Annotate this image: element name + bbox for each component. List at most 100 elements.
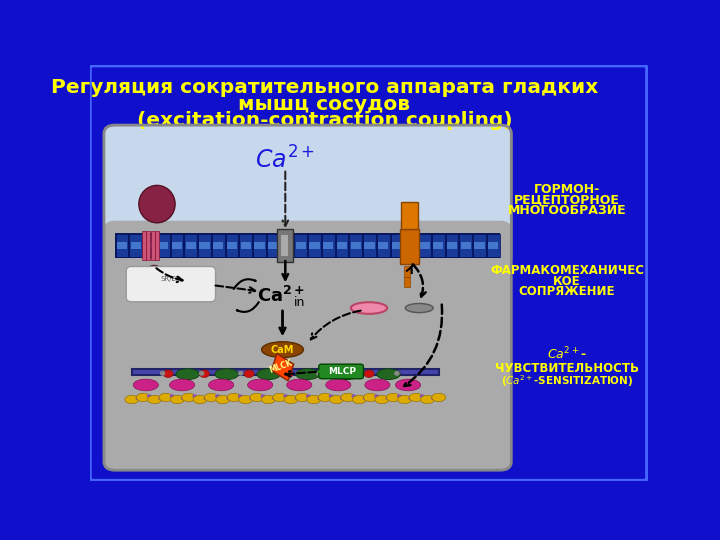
Bar bbox=[158, 241, 168, 249]
Bar bbox=[404, 277, 410, 287]
Bar bbox=[277, 229, 292, 262]
Bar bbox=[351, 241, 361, 249]
Bar bbox=[322, 234, 335, 258]
Ellipse shape bbox=[250, 393, 264, 402]
Bar bbox=[227, 241, 237, 249]
Bar bbox=[433, 241, 444, 249]
Bar bbox=[240, 241, 251, 249]
Text: ГОРМОН-: ГОРМОН- bbox=[534, 183, 600, 196]
Bar bbox=[253, 234, 266, 258]
Bar bbox=[186, 241, 196, 249]
Ellipse shape bbox=[335, 369, 359, 380]
Ellipse shape bbox=[160, 371, 166, 376]
Ellipse shape bbox=[283, 394, 288, 398]
Bar bbox=[143, 234, 156, 258]
Bar bbox=[294, 234, 307, 258]
Bar bbox=[400, 229, 419, 265]
Ellipse shape bbox=[147, 394, 152, 398]
Ellipse shape bbox=[316, 371, 322, 376]
Ellipse shape bbox=[395, 379, 420, 391]
Ellipse shape bbox=[215, 394, 220, 398]
Bar bbox=[225, 234, 238, 258]
Ellipse shape bbox=[364, 370, 374, 377]
Ellipse shape bbox=[364, 393, 377, 402]
Ellipse shape bbox=[351, 394, 356, 398]
Ellipse shape bbox=[226, 396, 231, 400]
Ellipse shape bbox=[287, 379, 312, 391]
Bar bbox=[150, 231, 155, 260]
Bar bbox=[337, 241, 347, 249]
Bar bbox=[392, 241, 402, 249]
Text: РЕЦЕПТОРНОЕ: РЕЦЕПТОРНОЕ bbox=[514, 193, 620, 206]
Bar bbox=[130, 241, 141, 249]
Ellipse shape bbox=[294, 396, 300, 400]
Bar bbox=[142, 231, 145, 260]
Ellipse shape bbox=[148, 395, 161, 404]
Ellipse shape bbox=[244, 370, 254, 377]
Bar bbox=[132, 369, 438, 375]
Ellipse shape bbox=[325, 379, 351, 391]
Ellipse shape bbox=[199, 371, 204, 376]
Ellipse shape bbox=[322, 370, 332, 377]
Ellipse shape bbox=[133, 379, 158, 391]
FancyBboxPatch shape bbox=[126, 266, 215, 302]
Ellipse shape bbox=[385, 396, 390, 400]
Ellipse shape bbox=[163, 370, 173, 377]
Text: $Ca^{2+}$-: $Ca^{2+}$- bbox=[547, 346, 587, 362]
Bar bbox=[418, 234, 431, 258]
Ellipse shape bbox=[272, 396, 277, 400]
Ellipse shape bbox=[341, 393, 355, 402]
Ellipse shape bbox=[420, 394, 425, 398]
Ellipse shape bbox=[238, 395, 253, 404]
Bar bbox=[461, 241, 471, 249]
Text: ЧУВСТВИТЕЛЬНОСТЬ: ЧУВСТВИТЕЛЬНОСТЬ bbox=[495, 362, 639, 375]
Bar bbox=[349, 234, 362, 258]
Bar bbox=[213, 241, 223, 249]
Ellipse shape bbox=[181, 393, 196, 402]
Ellipse shape bbox=[192, 394, 197, 398]
Bar bbox=[198, 234, 211, 258]
Bar bbox=[115, 233, 500, 258]
Ellipse shape bbox=[318, 396, 323, 400]
Text: КОЕ: КОЕ bbox=[553, 274, 581, 287]
Ellipse shape bbox=[215, 369, 238, 380]
Text: SR/ER: SR/ER bbox=[161, 276, 181, 282]
Ellipse shape bbox=[363, 396, 368, 400]
Ellipse shape bbox=[135, 396, 140, 400]
Ellipse shape bbox=[355, 371, 361, 376]
Ellipse shape bbox=[374, 394, 379, 398]
Bar bbox=[377, 234, 390, 258]
Ellipse shape bbox=[277, 371, 282, 376]
Text: СОПРЯЖЕНИЕ: СОПРЯЖЕНИЕ bbox=[519, 285, 616, 298]
Text: Регуляция сократительного аппарата гладких: Регуляция сократительного аппарата гладк… bbox=[50, 78, 598, 97]
Text: in: in bbox=[294, 296, 305, 309]
Bar bbox=[473, 234, 486, 258]
Ellipse shape bbox=[199, 370, 210, 377]
Ellipse shape bbox=[351, 302, 387, 314]
Ellipse shape bbox=[329, 394, 334, 398]
Text: МНОГООБРАЗИЕ: МНОГООБРАЗИЕ bbox=[508, 204, 626, 217]
Ellipse shape bbox=[394, 371, 400, 376]
Bar bbox=[323, 241, 333, 249]
Ellipse shape bbox=[330, 395, 343, 404]
Ellipse shape bbox=[136, 393, 150, 402]
Ellipse shape bbox=[365, 379, 390, 391]
Ellipse shape bbox=[295, 393, 310, 402]
Ellipse shape bbox=[238, 371, 243, 376]
Bar bbox=[446, 234, 459, 258]
Ellipse shape bbox=[261, 395, 275, 404]
Bar bbox=[130, 234, 142, 258]
Bar bbox=[488, 241, 498, 249]
Bar bbox=[144, 241, 155, 249]
Ellipse shape bbox=[296, 369, 320, 380]
Ellipse shape bbox=[193, 395, 207, 404]
Ellipse shape bbox=[405, 303, 433, 313]
FancyBboxPatch shape bbox=[319, 364, 364, 379]
Bar bbox=[419, 241, 430, 249]
Ellipse shape bbox=[377, 369, 400, 380]
Ellipse shape bbox=[261, 394, 266, 398]
Ellipse shape bbox=[181, 396, 186, 400]
Bar bbox=[295, 241, 306, 249]
Ellipse shape bbox=[249, 396, 254, 400]
Ellipse shape bbox=[159, 393, 173, 402]
